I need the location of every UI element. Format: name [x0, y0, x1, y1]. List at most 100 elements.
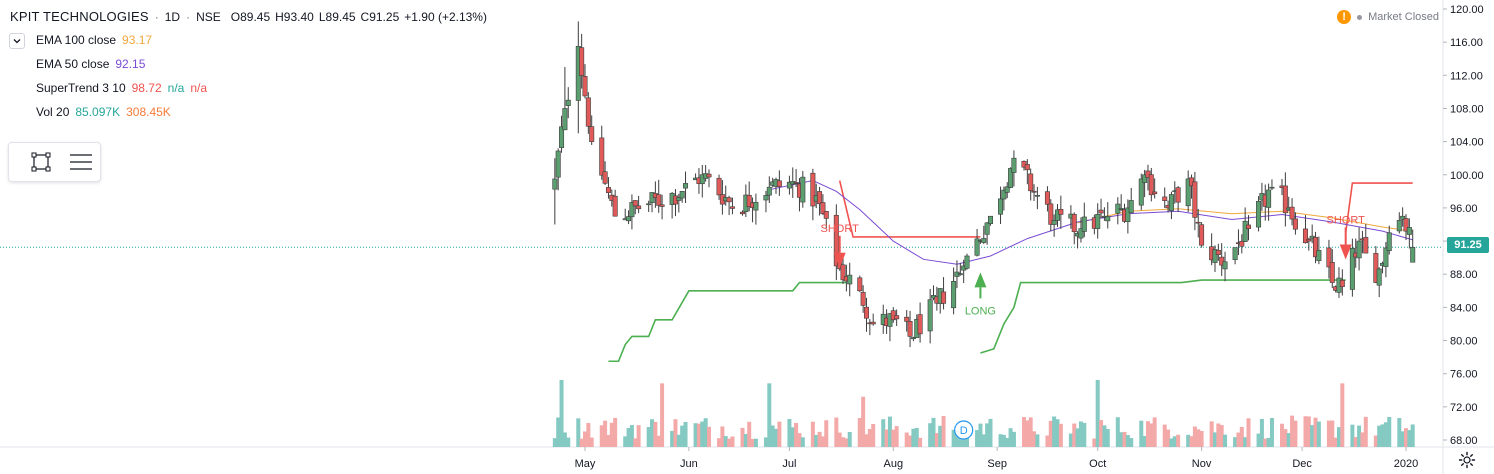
- volume-bar: [981, 434, 986, 447]
- volume-bar: [1189, 436, 1194, 447]
- volume-bar: [660, 383, 665, 447]
- candle-body: [1306, 238, 1312, 242]
- volume-bar: [1400, 431, 1405, 447]
- volume-bar: [717, 438, 722, 447]
- volume-bar: [1115, 417, 1120, 447]
- candle-body: [820, 202, 826, 215]
- volume-bar: [1377, 425, 1382, 447]
- volume-bar: [753, 438, 758, 447]
- volume-bar: [1212, 432, 1217, 447]
- candle-body: [579, 47, 585, 76]
- indicator-name: EMA 50 close: [36, 57, 110, 71]
- market-status[interactable]: ! Market Closed: [1337, 10, 1439, 24]
- symbol-name[interactable]: KPIT TECHNOLOGIES: [10, 9, 149, 24]
- volume-bar: [1152, 417, 1157, 447]
- candle-body: [1376, 268, 1382, 286]
- volume-bar: [1172, 436, 1177, 447]
- volume-bar: [636, 425, 641, 447]
- candle-body: [894, 315, 900, 320]
- indicator-supertrend[interactable]: SuperTrend 3 10 98.72 n/a n/a: [36, 81, 207, 95]
- candle-body: [753, 202, 759, 211]
- candle-body: [1289, 206, 1295, 220]
- chevron-down-icon[interactable]: [9, 33, 25, 49]
- volume-bar: [841, 437, 846, 447]
- indicator-value: 92.15: [115, 57, 146, 71]
- volume-bar: [1363, 416, 1368, 447]
- candle-body: [1078, 228, 1084, 239]
- interval-label[interactable]: 1D: [164, 10, 181, 24]
- lines-tool-icon[interactable]: [66, 147, 96, 177]
- volume-bar: [871, 423, 876, 447]
- short-signal-label: SHORT: [821, 223, 860, 235]
- volume-bar: [589, 437, 594, 447]
- gear-icon[interactable]: [1458, 451, 1476, 469]
- close-value: C91.25: [360, 10, 400, 24]
- candle-body: [957, 273, 963, 276]
- indicator-ema50[interactable]: EMA 50 close 92.15: [36, 57, 145, 71]
- dividend-marker[interactable]: [954, 420, 974, 440]
- volume-bar: [954, 432, 959, 447]
- candle-body: [1095, 214, 1101, 229]
- candle-body: [726, 197, 732, 203]
- candle-body: [1148, 174, 1154, 196]
- volume-bar: [673, 419, 678, 447]
- volume-bar: [1162, 424, 1167, 447]
- volume-bar: [1336, 427, 1341, 447]
- candle-body: [1383, 247, 1389, 267]
- x-tick-label: 2020: [1394, 458, 1418, 470]
- volume-bar: [1353, 437, 1358, 447]
- supertrend-line: [608, 281, 847, 363]
- volume-bar: [1333, 437, 1338, 447]
- candle-body: [1004, 186, 1010, 193]
- volume-bar: [683, 422, 688, 447]
- candle-body: [683, 183, 689, 189]
- candle-body: [800, 176, 806, 203]
- ema50-line: [769, 180, 1413, 265]
- rectangle-tool-icon[interactable]: [26, 147, 56, 177]
- volume-bar: [1290, 415, 1295, 447]
- volume-bar: [1236, 432, 1241, 447]
- candle-body: [1269, 186, 1275, 189]
- volume-bar: [1259, 419, 1264, 447]
- supertrend-line: [1344, 182, 1413, 233]
- candle-body: [1142, 174, 1148, 183]
- change-value: +1.90 (+2.13%): [404, 10, 487, 24]
- candle-body: [559, 126, 565, 149]
- volume-bar: [1095, 380, 1100, 447]
- candle-body: [1215, 250, 1221, 255]
- candle-body: [763, 195, 769, 201]
- volume-bar: [1169, 438, 1174, 447]
- volume-bar: [599, 425, 604, 447]
- candle-body: [582, 76, 588, 97]
- candle-body: [1356, 240, 1362, 259]
- candle-body: [863, 306, 869, 319]
- volume-bar: [1387, 416, 1392, 447]
- volume-bar: [1269, 417, 1274, 447]
- candle-body: [679, 191, 685, 199]
- candle-body: [910, 337, 916, 340]
- candle-body: [1282, 185, 1288, 214]
- candle-body: [1162, 196, 1168, 201]
- volume-bar: [1360, 432, 1365, 447]
- candle-body: [1034, 195, 1040, 197]
- volume-bar: [810, 421, 815, 447]
- warning-icon[interactable]: !: [1337, 10, 1352, 24]
- volume-bar: [817, 431, 822, 447]
- volume-bar: [586, 423, 591, 447]
- volume-bar: [680, 425, 685, 447]
- candle-body: [984, 222, 990, 235]
- candle-body: [555, 150, 561, 178]
- volume-bar: [626, 428, 631, 447]
- volume-bar: [723, 436, 728, 447]
- y-tick-label: 96.00: [1450, 203, 1478, 215]
- volume-bar: [1283, 429, 1288, 447]
- volume-bar: [911, 428, 916, 447]
- volume-bar: [750, 438, 755, 447]
- candle-body: [1185, 178, 1191, 207]
- indicator-volume[interactable]: Vol 20 85.097K 308.45K: [36, 105, 171, 119]
- candle-body: [739, 211, 745, 215]
- indicator-ema100[interactable]: EMA 100 close 93.17: [36, 33, 152, 47]
- volume-bar: [1129, 438, 1134, 447]
- volume-bar: [918, 437, 923, 447]
